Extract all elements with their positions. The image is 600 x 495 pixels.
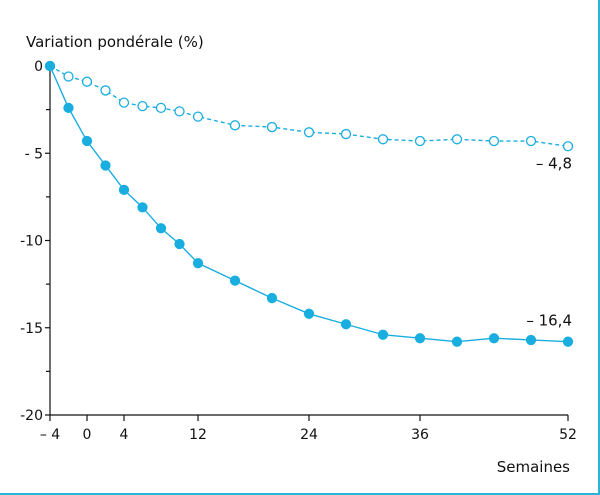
data-point	[414, 135, 426, 147]
data-point	[174, 106, 185, 117]
data-point	[414, 333, 426, 344]
data-point	[266, 121, 278, 133]
data-point	[377, 329, 389, 340]
data-point	[562, 336, 574, 347]
data-point	[525, 135, 537, 147]
data-point	[340, 319, 352, 330]
series-end-label: – 4,8	[536, 154, 572, 172]
y-axis-label: Variation pondérale (%)	[26, 33, 204, 51]
y-tick-label: -15	[20, 321, 43, 337]
x-tick-label: 36	[411, 427, 429, 443]
x-tick-label: 52	[559, 427, 577, 443]
series-layer	[44, 60, 574, 347]
data-point	[377, 134, 389, 145]
x-tick-label: 4	[120, 427, 129, 443]
y-tick-label: 0	[34, 59, 43, 75]
data-point	[118, 97, 130, 108]
end-labels: – 4,8 – 16,4	[526, 154, 572, 329]
x-tick-label: 12	[189, 427, 207, 443]
axis-ticks: 0 - 5 -10 -15 -20 – 4 0 4 12 24 36 52	[20, 59, 577, 443]
data-point	[63, 71, 74, 82]
data-point	[525, 334, 537, 346]
x-tick-label: 0	[83, 427, 92, 443]
data-point	[340, 128, 352, 140]
data-point	[192, 111, 204, 122]
data-point	[44, 60, 56, 72]
data-point	[303, 127, 315, 138]
data-point	[81, 76, 93, 87]
axes	[49, 66, 568, 416]
x-axis-label: Semaines	[497, 458, 570, 476]
series-1	[44, 60, 574, 152]
data-point	[192, 258, 204, 269]
data-point	[100, 85, 111, 96]
data-point	[303, 308, 315, 319]
data-point	[229, 120, 241, 131]
y-tick-label: -20	[20, 408, 43, 424]
data-point	[155, 223, 167, 234]
data-point	[488, 333, 500, 344]
x-tick-label: 24	[300, 427, 318, 443]
data-point	[451, 134, 463, 145]
data-point	[137, 100, 148, 112]
data-point	[174, 238, 185, 250]
data-point	[229, 275, 241, 286]
x-tick-label: – 4	[40, 427, 60, 443]
data-point	[488, 135, 500, 147]
series-2	[44, 60, 574, 347]
y-tick-label: - 5	[25, 146, 43, 162]
data-point	[266, 292, 278, 304]
data-point	[155, 102, 167, 114]
data-point	[451, 336, 463, 347]
series-end-label: – 16,4	[526, 312, 572, 330]
data-point	[562, 141, 574, 152]
data-point	[63, 102, 74, 114]
data-point	[118, 184, 130, 196]
data-point	[137, 202, 148, 213]
y-tick-label: -10	[20, 234, 43, 250]
data-point	[81, 135, 93, 147]
series-line	[49, 65, 569, 343]
data-point	[100, 160, 111, 171]
